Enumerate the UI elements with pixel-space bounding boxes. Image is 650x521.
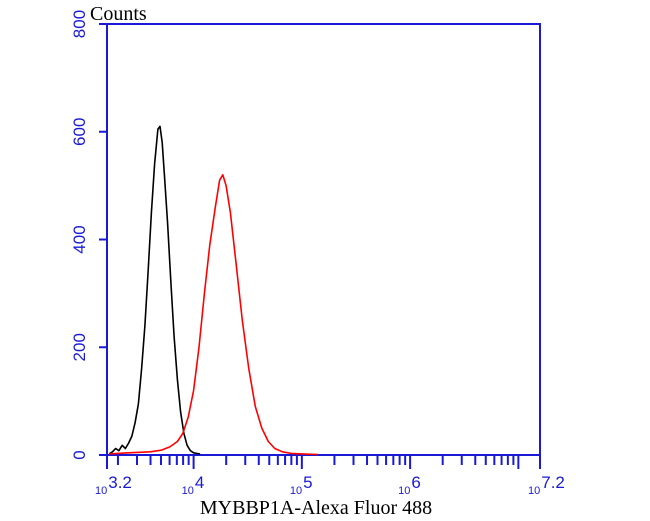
y-tick-label-0: 0 (70, 450, 89, 459)
y-tick-label-2: 400 (70, 225, 89, 253)
x-tick-label-4: 107.2 (528, 473, 565, 497)
series-line-1 (109, 174, 319, 456)
y-tick-label-3: 600 (70, 118, 89, 146)
x-tick-label-3: 106 (398, 473, 421, 497)
x-axis-label: MYBBP1A-Alexa Fluor 488 (200, 497, 432, 519)
x-tick-label-1: 104 (182, 473, 205, 497)
y-tick-label-4: 800 (70, 10, 89, 38)
x-tick-label-0: 103.2 (95, 473, 132, 497)
x-tick-label-2: 105 (290, 473, 313, 497)
y-tick-label-1: 200 (70, 333, 89, 361)
y-axis-label: Counts (90, 3, 147, 25)
series-line-0 (108, 125, 201, 455)
plot-frame (106, 23, 541, 456)
